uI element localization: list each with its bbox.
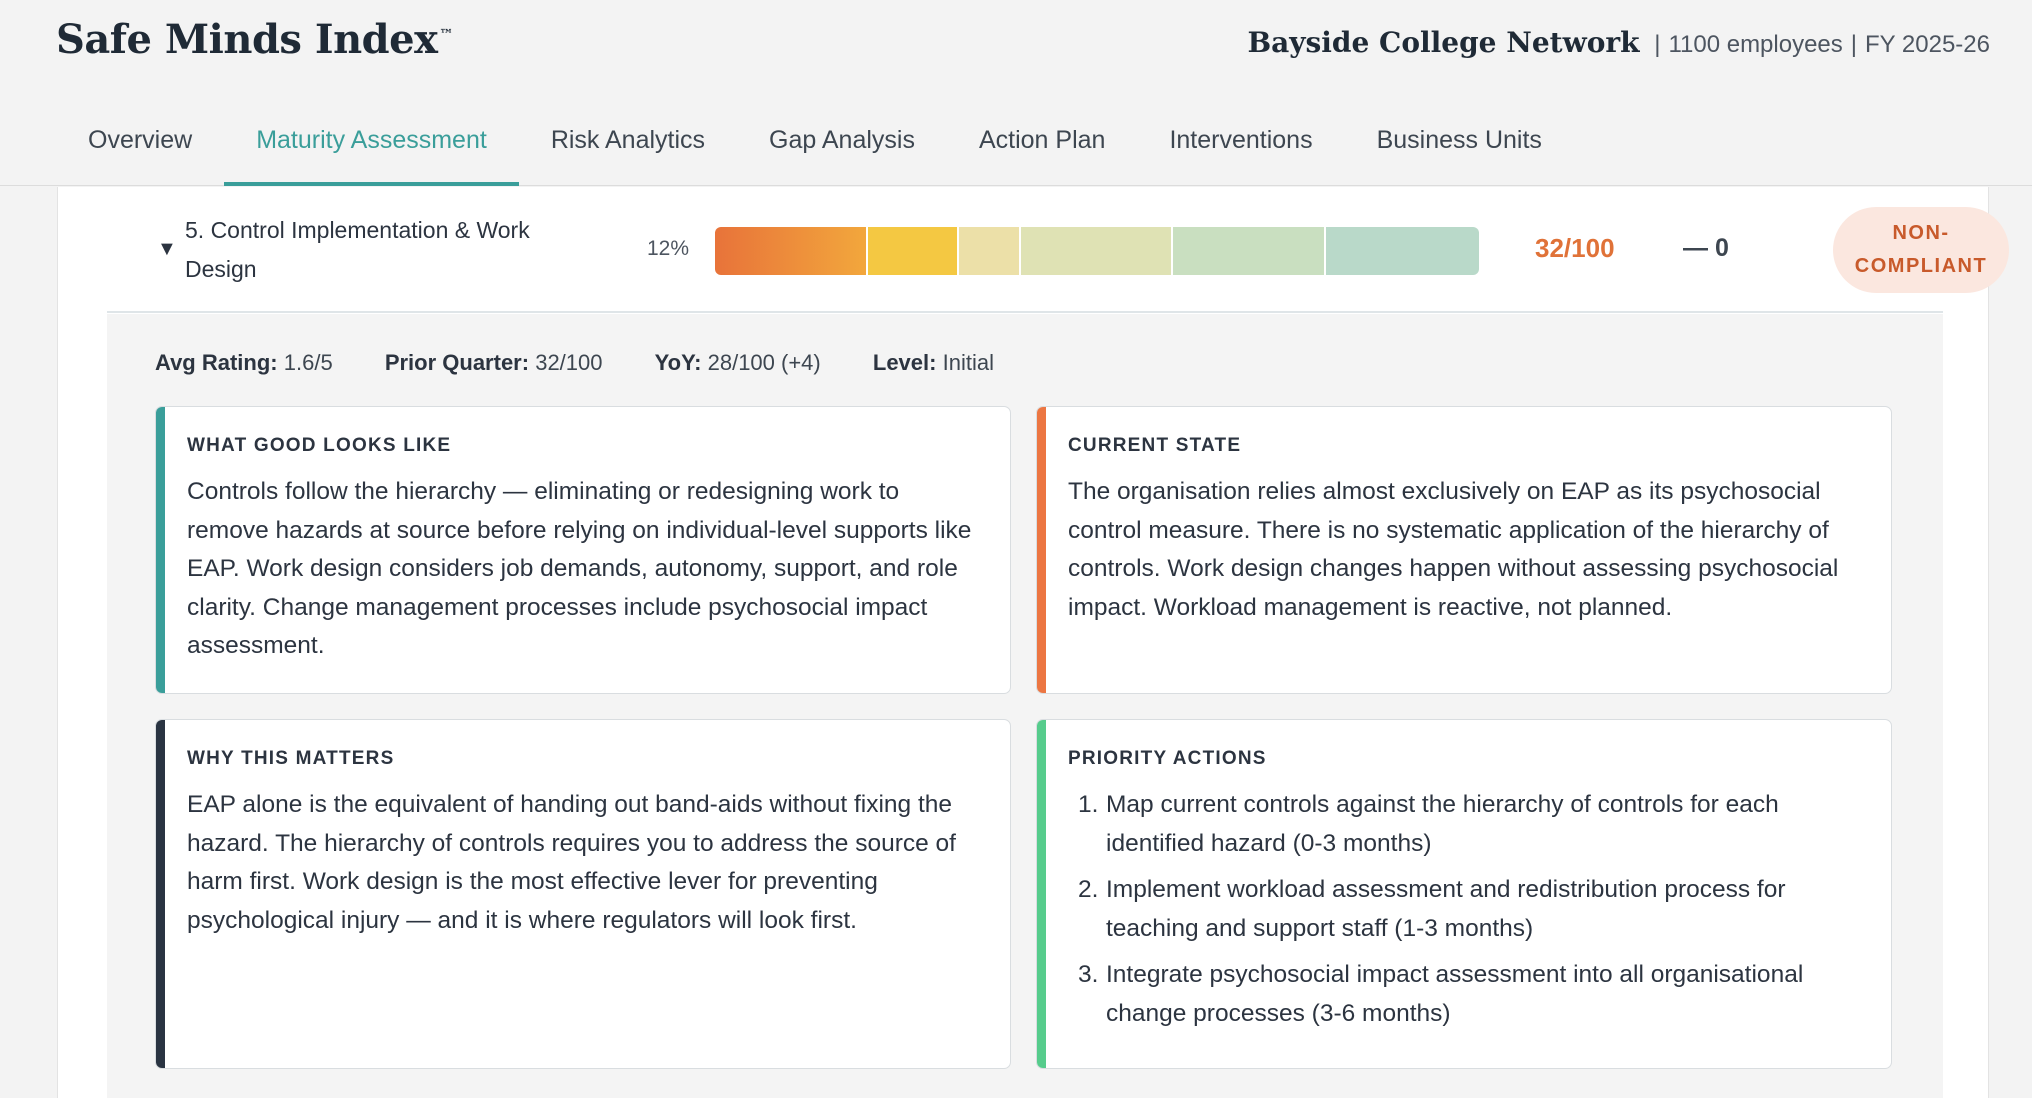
domain-detail-panel: Avg Rating: 1.6/5 Prior Quarter: 32/100 … [107,314,1943,1098]
score-trend: — 0 [1683,234,1729,262]
brand-name: Safe Minds Index [56,16,438,63]
panel-text: The organisation relies almost exclusive… [1068,478,1839,621]
fiscal-year: FY 2025-26 [1865,31,1990,58]
tab-overview[interactable]: Overview [88,126,193,154]
why-this-matters-panel: WHY THIS MATTERS EAP alone is the equiva… [155,719,1011,1069]
current-state-panel: CURRENT STATE The organisation relies al… [1036,406,1892,694]
separator: | [1850,31,1858,58]
domain-row[interactable]: ▼ 5. Control Implementation & Work Desig… [107,187,2009,313]
avg-rating: Avg Rating: 1.6/5 [155,350,333,375]
list-item: 2. Implement workload assessment and redi… [1078,876,1786,942]
panel-heading: WHAT GOOD LOOKS LIKE [187,435,452,456]
organisation-name: Bayside College Network [1247,26,1640,59]
tab-interventions[interactable]: Interventions [1169,126,1313,154]
tab-maturity-assessment[interactable]: Maturity Assessment [224,110,519,186]
prior-quarter: Prior Quarter: 32/100 [384,350,603,375]
organisation-info: Bayside College Network | 1100 employees |… [1247,26,1990,59]
year-over-year: YoY: 28/100 (+4) [654,350,821,375]
domain-weight: 12% [647,237,690,260]
domain-score: 32/100 [1535,233,1615,263]
maturity-bar-segment [867,227,960,275]
maturity-bar-segment [1173,227,1327,275]
trademark-mark: ™ [439,26,453,43]
maturity-bar-segment [1020,227,1174,275]
tab-business-units[interactable]: Business Units [1376,126,1542,154]
maturity-progress-bar [715,227,1479,275]
panel-text: Controls follow the hierarchy — eliminat… [187,478,972,659]
separator: | [1654,31,1661,58]
tab-action-plan[interactable]: Action Plan [978,126,1106,154]
panel-heading: CURRENT STATE [1068,435,1242,456]
employee-count: 1100 employees [1668,31,1843,58]
status-badge: NON-COMPLIANT [1833,207,2009,293]
main-tabs: Overview Maturity Assessment Risk Analyt… [56,110,1574,186]
tab-gap-analysis[interactable]: Gap Analysis [769,126,915,154]
panel-heading: PRIORITY ACTIONS [1068,748,1267,769]
priority-actions-panel: PRIORITY ACTIONS 1. Map current controls … [1036,719,1892,1069]
tab-risk-analytics[interactable]: Risk Analytics [550,126,706,154]
collapse-caret-icon[interactable]: ▼ [157,238,177,260]
panel-heading: WHY THIS MATTERS [187,748,395,769]
app-header: Safe Minds Index ™ Bayside College Networ… [0,0,2032,186]
list-item: 1. Map current controls against the hiera… [1078,791,1779,857]
domain-metrics: Avg Rating: 1.6/5 Prior Quarter: 32/100 … [155,350,1040,376]
maturity-level: Level: Initial [872,350,994,375]
panel-text: EAP alone is the equivalent of handing o… [187,791,956,934]
maturity-card: ▼ 5. Control Implementation & Work Desig… [57,187,2009,1098]
what-good-looks-like-panel: WHAT GOOD LOOKS LIKE Controls follow the… [155,406,1011,694]
maturity-bar-segment [959,227,1021,275]
app-logo[interactable]: Safe Minds Index ™ [56,16,453,63]
maturity-bar-segment [715,227,868,275]
domain-title: 5. Control Implementation & Work Design [185,217,530,282]
priority-actions-list: 1. Map current controls against the hiera… [1068,786,1867,1041]
list-item: 3. Integrate psychosocial impact assessme… [1078,961,1804,1027]
maturity-bar-segment [1326,227,1479,275]
